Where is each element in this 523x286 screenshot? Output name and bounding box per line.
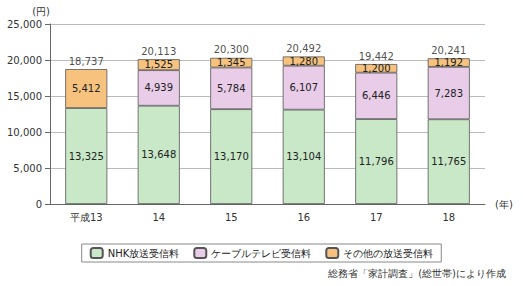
svg-text:1,525: 1,525 <box>144 59 173 70</box>
svg-text:13,648: 13,648 <box>141 149 176 160</box>
svg-text:20,241: 20,241 <box>431 45 466 56</box>
svg-text:11,765: 11,765 <box>431 156 466 167</box>
svg-text:平成13: 平成13 <box>70 212 103 223</box>
svg-text:1,192: 1,192 <box>434 57 463 68</box>
svg-text:20,300: 20,300 <box>214 44 249 55</box>
svg-text:5,000: 5,000 <box>13 163 42 174</box>
svg-text:(年): (年) <box>495 199 513 210</box>
svg-text:13,325: 13,325 <box>69 151 104 162</box>
svg-text:4,939: 4,939 <box>144 82 173 93</box>
svg-text:0: 0 <box>36 199 42 210</box>
svg-text:16: 16 <box>297 212 310 223</box>
svg-text:6,107: 6,107 <box>289 82 318 93</box>
svg-text:総務省「家計調査」(総世帯)により作成: 総務省「家計調査」(総世帯)により作成 <box>327 268 506 279</box>
svg-text:7,283: 7,283 <box>434 88 463 99</box>
svg-text:13,170: 13,170 <box>214 151 249 162</box>
svg-text:17: 17 <box>370 212 383 223</box>
svg-text:13,104: 13,104 <box>286 151 321 162</box>
svg-text:5,784: 5,784 <box>217 83 246 94</box>
svg-text:(円): (円) <box>32 6 50 17</box>
svg-text:6,446: 6,446 <box>362 90 391 101</box>
svg-text:1,345: 1,345 <box>217 57 246 68</box>
svg-text:20,000: 20,000 <box>7 55 42 66</box>
svg-text:18,737: 18,737 <box>69 56 104 67</box>
svg-text:10,000: 10,000 <box>7 127 42 138</box>
svg-text:25,000: 25,000 <box>7 19 42 30</box>
svg-text:1,200: 1,200 <box>362 63 391 74</box>
svg-text:18: 18 <box>442 212 455 223</box>
svg-text:19,442: 19,442 <box>359 51 394 62</box>
svg-text:その他の放送受信料: その他の放送受信料 <box>343 248 433 259</box>
svg-text:15: 15 <box>225 212 238 223</box>
svg-text:14: 14 <box>152 212 165 223</box>
svg-text:5,412: 5,412 <box>72 83 101 94</box>
svg-text:20,492: 20,492 <box>286 43 321 54</box>
svg-text:NHK放送受信料: NHK放送受信料 <box>108 248 180 259</box>
svg-text:ケーブルテレビ受信料: ケーブルテレビ受信料 <box>211 248 311 259</box>
svg-text:20,113: 20,113 <box>141 46 176 57</box>
svg-text:15,000: 15,000 <box>7 91 42 102</box>
svg-text:1,280: 1,280 <box>289 56 318 67</box>
svg-text:11,796: 11,796 <box>359 156 394 167</box>
